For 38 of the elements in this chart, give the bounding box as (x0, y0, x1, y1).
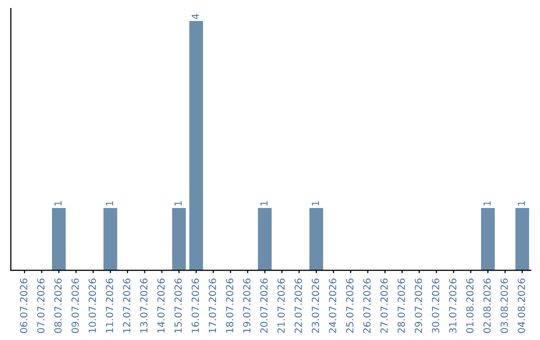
x-tick-label: 19.07.2026 (243, 278, 250, 333)
data-label: 1 (54, 201, 62, 206)
x-tick-label: 29.07.2026 (414, 278, 422, 333)
data-label: 1 (518, 201, 525, 206)
x-tick-label: 18.07.2026 (226, 278, 234, 333)
x-tick-label: 21.07.2026 (277, 278, 285, 333)
x-tick-label: 04.08.2026 (518, 278, 526, 333)
data-label: 1 (106, 201, 114, 206)
x-tick-label: 16.07.2026 (192, 278, 199, 333)
x-tick-label: 28.07.2026 (398, 278, 405, 333)
data-label: 4 (192, 14, 199, 20)
data-label: 1 (260, 201, 268, 206)
x-tick-label: 14.07.2026 (157, 278, 165, 333)
x-tick-label: 07.07.2026 (37, 278, 45, 333)
x-tick-label: 30.07.2026 (432, 278, 440, 333)
data-label: 1 (312, 201, 319, 206)
x-tick-label: 27.07.2026 (380, 278, 388, 333)
x-tick-label: 26.07.2026 (363, 278, 371, 333)
x-tick-label: 06.07.2026 (20, 278, 28, 333)
x-tick-label: 10.07.2026 (88, 278, 96, 333)
x-tick-label: 31.07.2026 (449, 278, 456, 333)
x-tick-label: 03.08.2026 (500, 278, 508, 333)
x-tick-label: 20.07.2026 (260, 278, 268, 333)
x-tick-label: 01.08.2026 (466, 278, 474, 333)
x-tick-label: 25.07.2026 (346, 278, 354, 333)
x-tick-label: 02.08.2026 (483, 278, 491, 333)
x-tick-label: 22.07.2026 (294, 278, 302, 333)
x-tick-label: 24.07.2026 (328, 278, 336, 333)
x-tick-label: 23.07.2026 (312, 278, 320, 333)
x-tick-label: 11.07.2026 (106, 278, 114, 333)
x-tick-label: 08.07.2026 (54, 278, 62, 333)
x-tick-label: 09.07.2026 (71, 278, 79, 333)
x-tick-label: 13.07.2026 (140, 278, 148, 333)
data-label: 1 (174, 201, 182, 206)
data-label: 1 (484, 201, 491, 206)
x-tick-label: 15.07.2026 (174, 278, 182, 333)
x-tick-label: 12.07.2026 (122, 278, 130, 333)
x-tick-label: 17.07.2026 (208, 278, 216, 333)
